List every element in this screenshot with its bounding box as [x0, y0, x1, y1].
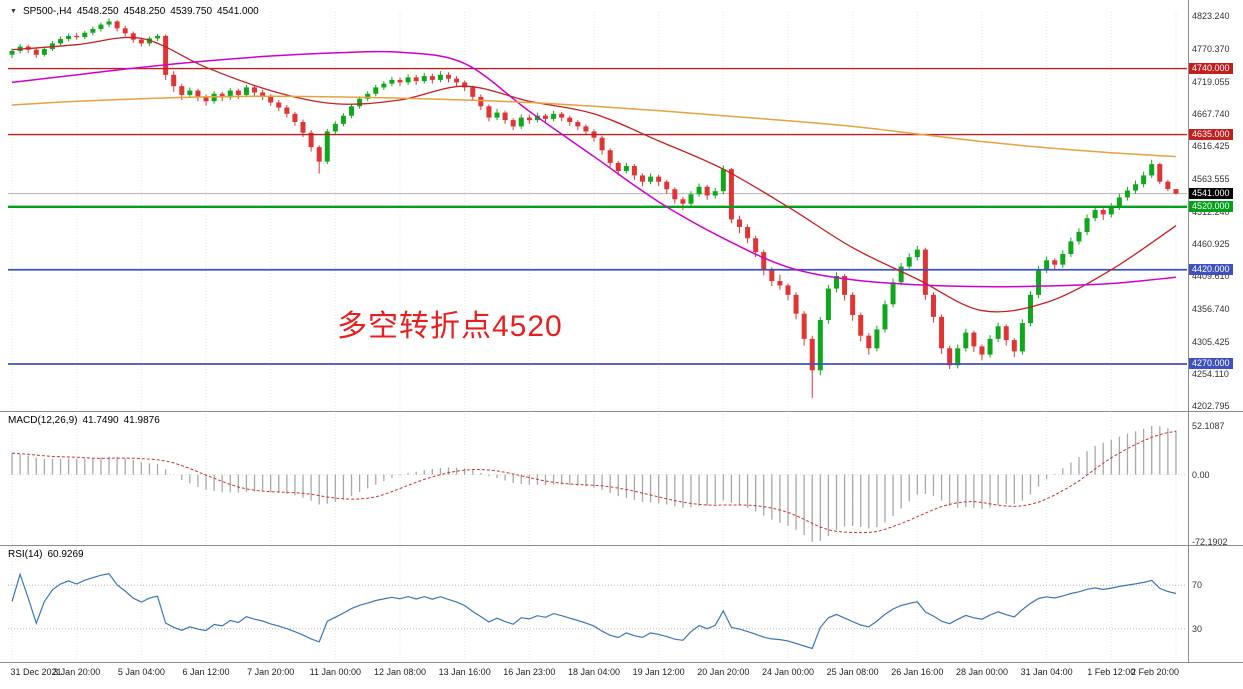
macd-axis-label: 0.00 [1192, 469, 1210, 480]
ohlc-open: 4548.250 [76, 6, 119, 17]
macd-axis-label: 52.1087 [1192, 421, 1225, 431]
time-axis-label: 31 Dec 2021 [10, 667, 62, 677]
time-axis-label: 28 Jan 00:00 [955, 667, 1008, 677]
panel-separator [0, 662, 1243, 663]
rsi-level-lines [8, 584, 1187, 630]
price-axis-label: 4254.110 [1192, 368, 1229, 379]
price-axis-label: 4356.740 [1192, 304, 1230, 315]
macd-axis-label: -72.1902 [1192, 537, 1228, 547]
ohlc-high: 4548.250 [123, 6, 166, 17]
macd-histogram [11, 426, 1177, 542]
price-axis-separator [1188, 0, 1189, 662]
price-axis-label: 4202.795 [1192, 401, 1230, 412]
time-axis-label: 11 Jan 00:00 [309, 667, 362, 677]
time-axis-label: 2 Feb 20:00 [1130, 667, 1180, 677]
price-level-label: 4270.000 [1189, 358, 1233, 369]
price-axis-label: 4563.555 [1192, 174, 1230, 185]
time-axis-label: 12 Jan 08:00 [373, 667, 427, 677]
symbol-collapse-icon[interactable]: ▼ [10, 8, 17, 15]
macd-signal-line [11, 430, 1177, 534]
rsi-label: RSI(14) [8, 549, 43, 560]
price-axis-label: 4409.610 [1192, 271, 1230, 282]
time-axis-label: 13 Jan 16:00 [438, 667, 491, 677]
time-axis-label: 31 Jan 04:00 [1020, 667, 1073, 677]
symbol-period-label: SP500-,H4 [22, 6, 72, 17]
time-axis-label: 24 Jan 00:00 [761, 667, 815, 677]
rsi-header: RSI(14) 60.9269 [8, 549, 84, 560]
price-axis-label: 4823.240 [1192, 11, 1230, 22]
price-level-label: 4520.000 [1189, 200, 1233, 212]
time-axis-label: 19 Jan 12:00 [632, 667, 685, 677]
time-axis-label: 1 Feb 12:00 [1087, 667, 1136, 677]
time-axis-label: 6 Jan 12:00 [182, 667, 230, 677]
time-axis-label: 18 Jan 04:00 [567, 667, 621, 677]
annotation-text: 多空转折点4520 [337, 310, 563, 343]
price-axis-label: 4460.925 [1192, 238, 1230, 249]
time-axis-label: 5 Jan 04:00 [117, 667, 165, 677]
panel-separator[interactable] [0, 411, 1243, 412]
time-axis-label: 3 Jan 20:00 [53, 667, 101, 677]
time-axis-label: 16 Jan 23:00 [503, 667, 556, 677]
macd-label: MACD(12,26,9) [8, 415, 78, 426]
price-level-label: 4635.000 [1189, 128, 1233, 140]
price-axis-label: 4616.425 [1192, 141, 1230, 152]
macd-signal-value: 41.9876 [123, 415, 160, 426]
mid-ma-magenta-line [11, 50, 1177, 288]
rsi-axis-label: 30 [1192, 623, 1203, 634]
rsi-line [11, 572, 1177, 650]
time-axis-label: 25 Jan 08:00 [826, 667, 879, 677]
ohlc-low: 4539.750 [170, 6, 213, 17]
ohlc-close: 4541.000 [217, 6, 259, 17]
price-level-label: 4740.000 [1189, 62, 1233, 74]
macd-main-value: 41.7490 [82, 415, 119, 426]
price-axis-label: 4719.055 [1192, 76, 1230, 87]
time-axis-label: 20 Jan 20:00 [697, 667, 750, 677]
price-axis-label: 4305.425 [1192, 336, 1230, 347]
chart-header: ▼ SP500-,H4 4548.250 4548.250 4539.750 4… [10, 6, 259, 17]
rsi-value: 60.9269 [47, 549, 84, 560]
time-axis-label: 7 Jan 20:00 [247, 667, 295, 677]
horizontal-level-lines [8, 67, 1187, 365]
fast-ma-red-line [11, 36, 1177, 313]
macd-header: MACD(12,26,9) 41.7490 41.9876 [8, 415, 160, 426]
price-axis-label: 4770.370 [1192, 44, 1230, 55]
slow-ma-orange-line [11, 95, 1177, 158]
time-axis-label: 26 Jan 16:00 [891, 667, 944, 677]
panel-separator[interactable] [0, 545, 1243, 546]
rsi-axis-label: 70 [1192, 580, 1203, 591]
candles [9, 18, 1179, 398]
current-price-label: 4541.000 [1189, 187, 1233, 199]
grid-lines [11, 12, 1177, 660]
price-axis-label: 4667.740 [1192, 108, 1230, 119]
price-level-label: 4420.000 [1189, 263, 1233, 275]
